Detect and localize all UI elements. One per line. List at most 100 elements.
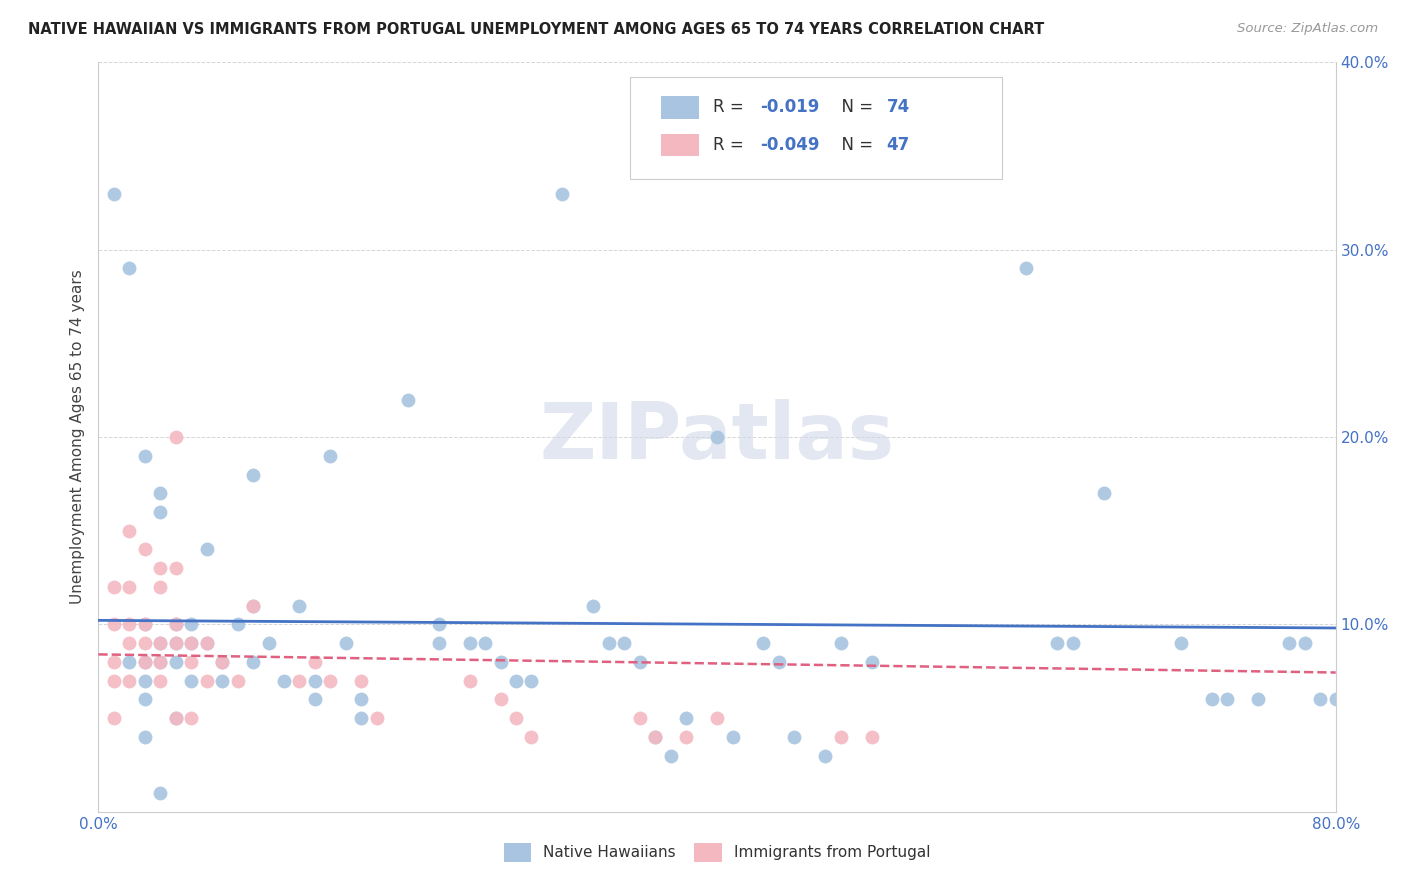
Point xyxy=(319,449,342,463)
Point xyxy=(582,599,605,613)
Point xyxy=(613,636,636,650)
Point xyxy=(134,673,156,688)
Point xyxy=(180,673,202,688)
Point xyxy=(350,673,373,688)
Point xyxy=(165,711,187,725)
Point xyxy=(195,542,218,557)
Legend: Native Hawaiians, Immigrants from Portugal: Native Hawaiians, Immigrants from Portug… xyxy=(498,837,936,868)
Point xyxy=(149,580,172,594)
Point xyxy=(458,673,481,688)
Point xyxy=(1294,636,1316,650)
Point xyxy=(474,636,496,650)
Point xyxy=(505,711,527,725)
Point xyxy=(458,636,481,650)
Point xyxy=(103,655,125,669)
Point xyxy=(1324,692,1347,706)
Point xyxy=(1201,692,1223,706)
Text: N =: N = xyxy=(831,98,879,116)
Point xyxy=(180,711,202,725)
Point xyxy=(165,561,187,575)
Point xyxy=(149,655,172,669)
Point xyxy=(752,636,775,650)
Point xyxy=(180,655,202,669)
Point xyxy=(103,186,125,201)
Point xyxy=(273,673,295,688)
Point xyxy=(860,730,883,744)
Point xyxy=(350,711,373,725)
Text: -0.049: -0.049 xyxy=(761,136,820,153)
Point xyxy=(149,486,172,500)
Text: R =: R = xyxy=(713,98,749,116)
Point xyxy=(1309,692,1331,706)
Point xyxy=(288,673,311,688)
Point xyxy=(242,599,264,613)
Point xyxy=(1015,261,1038,276)
Point xyxy=(551,186,574,201)
Point xyxy=(659,748,682,763)
Point xyxy=(505,673,527,688)
Point xyxy=(103,580,125,594)
Point xyxy=(427,617,450,632)
Point xyxy=(644,730,666,744)
FancyBboxPatch shape xyxy=(661,96,699,119)
Point xyxy=(165,617,187,632)
Point xyxy=(149,786,172,800)
Point xyxy=(134,636,156,650)
Point xyxy=(195,636,218,650)
Text: ZIPatlas: ZIPatlas xyxy=(540,399,894,475)
Point xyxy=(103,617,125,632)
Point xyxy=(814,748,837,763)
Point xyxy=(134,617,156,632)
Point xyxy=(860,655,883,669)
Point xyxy=(830,636,852,650)
Point xyxy=(149,636,172,650)
Point xyxy=(165,711,187,725)
Text: 47: 47 xyxy=(887,136,910,153)
Point xyxy=(118,261,141,276)
Point xyxy=(304,655,326,669)
Point xyxy=(118,524,141,538)
Point xyxy=(134,449,156,463)
Point xyxy=(195,636,218,650)
Point xyxy=(783,730,806,744)
Point xyxy=(1216,692,1239,706)
FancyBboxPatch shape xyxy=(661,134,699,156)
Point xyxy=(257,636,280,650)
Point xyxy=(1062,636,1084,650)
Point xyxy=(396,392,419,407)
Text: NATIVE HAWAIIAN VS IMMIGRANTS FROM PORTUGAL UNEMPLOYMENT AMONG AGES 65 TO 74 YEA: NATIVE HAWAIIAN VS IMMIGRANTS FROM PORTU… xyxy=(28,22,1045,37)
Point xyxy=(489,692,512,706)
Point xyxy=(1046,636,1069,650)
Point xyxy=(304,692,326,706)
FancyBboxPatch shape xyxy=(630,78,1001,178)
Point xyxy=(706,430,728,444)
Point xyxy=(103,711,125,725)
Point xyxy=(118,655,141,669)
Point xyxy=(319,673,342,688)
Point xyxy=(335,636,357,650)
Point xyxy=(165,636,187,650)
Point xyxy=(103,673,125,688)
Y-axis label: Unemployment Among Ages 65 to 74 years: Unemployment Among Ages 65 to 74 years xyxy=(70,269,86,605)
Point xyxy=(165,617,187,632)
Point xyxy=(1092,486,1115,500)
Point xyxy=(211,655,233,669)
Point xyxy=(149,655,172,669)
Point xyxy=(180,636,202,650)
Point xyxy=(242,655,264,669)
Point xyxy=(149,673,172,688)
Point xyxy=(118,673,141,688)
Point xyxy=(165,636,187,650)
Point xyxy=(598,636,620,650)
Point xyxy=(304,673,326,688)
Point xyxy=(180,617,202,632)
Point xyxy=(628,655,651,669)
Point xyxy=(427,636,450,650)
Point xyxy=(366,711,388,725)
Point xyxy=(149,505,172,519)
Text: Source: ZipAtlas.com: Source: ZipAtlas.com xyxy=(1237,22,1378,36)
Point xyxy=(675,730,697,744)
Point xyxy=(242,467,264,482)
Point xyxy=(242,599,264,613)
Point xyxy=(1278,636,1301,650)
